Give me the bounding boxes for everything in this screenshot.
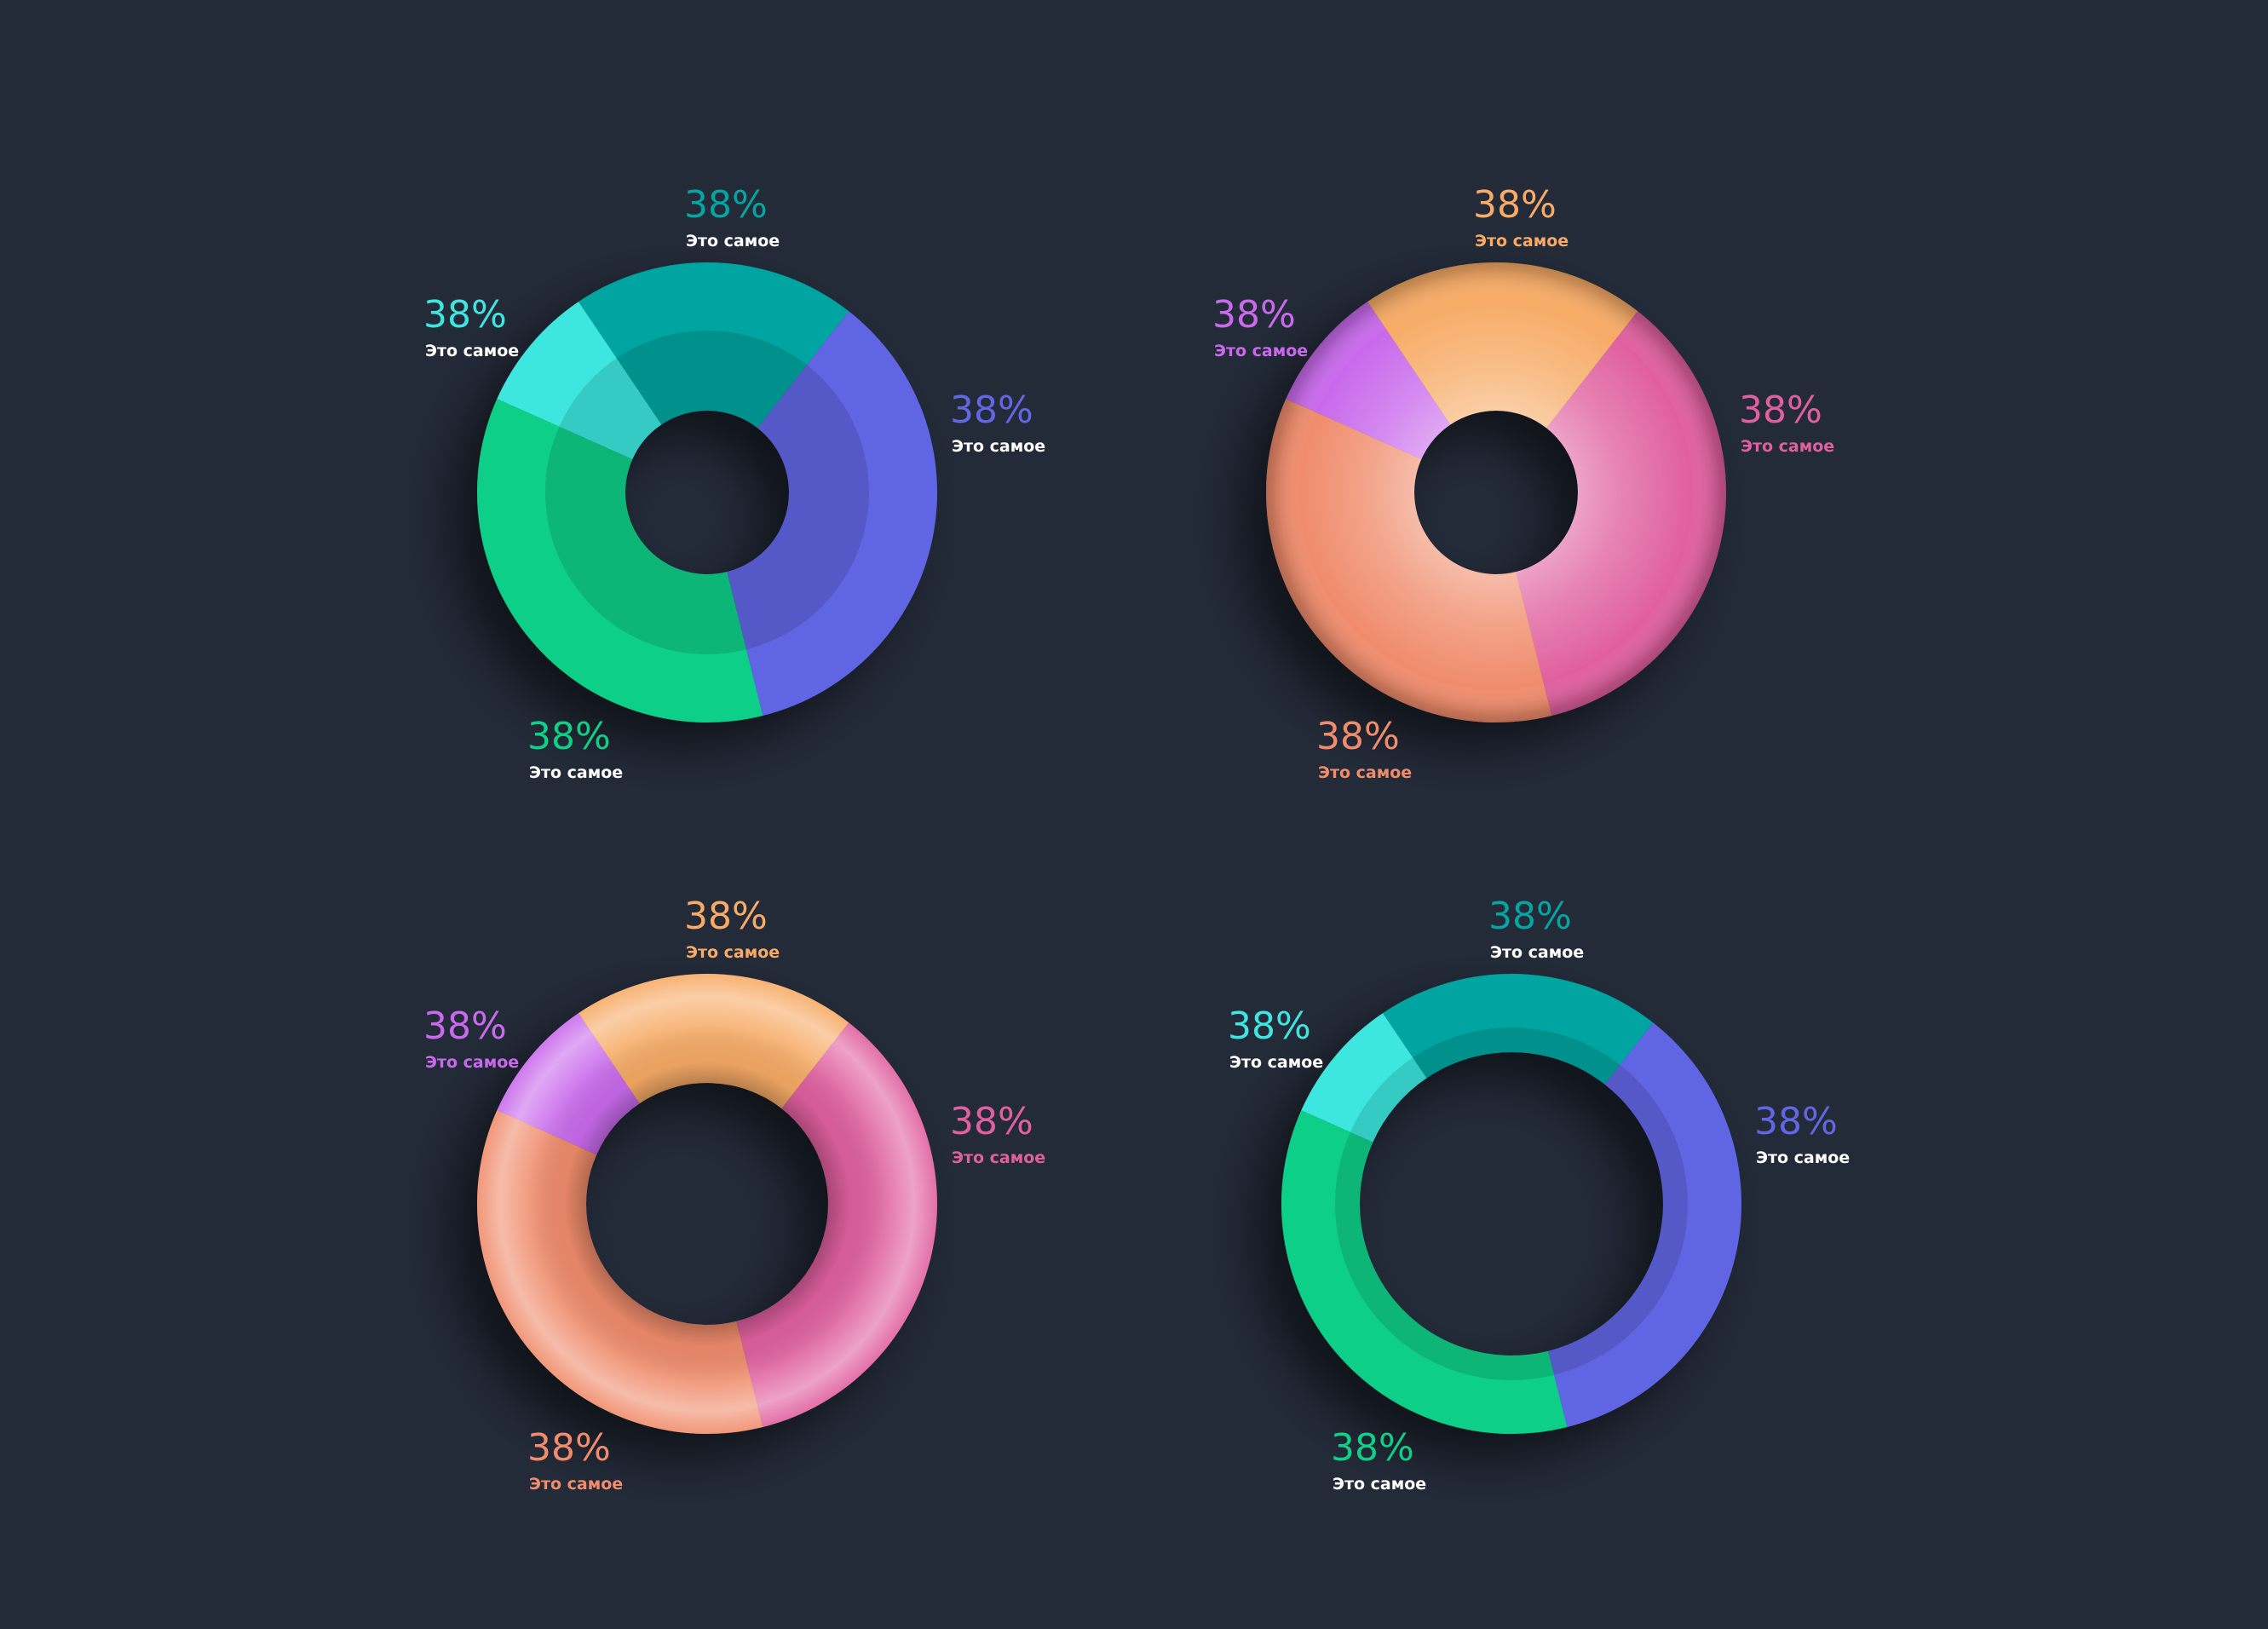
chart-3-label-top-value: 38% (684, 895, 768, 938)
chart-4-slice-left-inner-band (1350, 1057, 1427, 1143)
chart-4-slice-top-inner-band (1413, 1027, 1620, 1085)
chart-4-slice-left[interactable] (1301, 1013, 1427, 1143)
chart-2-label-left-caption: Это самое (1214, 342, 1308, 360)
chart-1-label-bottom-caption: Это самое (529, 763, 623, 782)
chart-4-label-top-caption: Это самое (1490, 943, 1584, 962)
chart-2-label-right-value: 38% (1739, 389, 1822, 432)
chart-1-label-top-value: 38% (684, 183, 768, 227)
chart-4-slice-bottom[interactable] (1281, 1110, 1568, 1434)
chart-2-label-top-value: 38% (1473, 183, 1557, 227)
chart-1-label-left-value: 38% (423, 293, 507, 337)
chart-2-label-left-value: 38% (1212, 293, 1296, 337)
donut-chart-1 (476, 262, 937, 723)
donut-chart-2 (1265, 262, 1726, 723)
donut-chart-3 (476, 974, 938, 1435)
chart-2-label-right-caption: Это самое (1741, 437, 1834, 456)
chart-1-label-bottom-value: 38% (527, 715, 611, 758)
chart-3-label-right-caption: Это самое (952, 1148, 1045, 1167)
chart-1-slice-right-inner-band (727, 365, 869, 650)
chart-3-label-top-caption: Это самое (686, 943, 780, 962)
donut-chart-4 (1281, 974, 1741, 1434)
chart-3-shading-overlay (476, 974, 937, 1434)
chart-4-label-left-caption: Это самое (1229, 1053, 1323, 1072)
chart-1-slice-top-inner-band (616, 331, 807, 429)
chart-1-slice-bottom-inner-band (545, 426, 746, 654)
chart-2-label-bottom-caption: Это самое (1318, 763, 1412, 782)
chart-3-label-left-caption: Это самое (425, 1053, 519, 1072)
chart-1-label-right-caption: Это самое (952, 437, 1045, 456)
chart-4-label-right-caption: Это самое (1756, 1148, 1850, 1167)
chart-4-slice-right[interactable] (1548, 1022, 1741, 1427)
chart-3-label-bottom-caption: Это самое (529, 1475, 623, 1494)
chart-1-slice-left-inner-band (559, 358, 662, 459)
chart-4-label-left-value: 38% (1228, 1004, 1311, 1048)
chart-3-label-bottom-value: 38% (527, 1426, 611, 1470)
chart-1-label-right-value: 38% (950, 389, 1033, 432)
chart-2-label-top-caption: Это самое (1475, 232, 1569, 250)
chart-1-label-left-caption: Это самое (425, 342, 519, 360)
chart-4-label-bottom-value: 38% (1331, 1426, 1414, 1470)
chart-2-glow-overlay (1265, 262, 1726, 723)
chart-3-label-left-value: 38% (423, 1004, 507, 1048)
chart-1-label-top-caption: Это самое (686, 232, 780, 250)
chart-2-label-bottom-value: 38% (1316, 715, 1400, 758)
chart-4-label-top-value: 38% (1488, 895, 1572, 938)
chart-4-label-right-value: 38% (1754, 1100, 1838, 1143)
chart-4-label-bottom-caption: Это самое (1333, 1475, 1426, 1494)
chart-4-slice-bottom-inner-band (1335, 1131, 1555, 1380)
chart-3-label-right-value: 38% (950, 1100, 1033, 1143)
chart-4-slice-right-inner-band (1548, 1064, 1688, 1375)
